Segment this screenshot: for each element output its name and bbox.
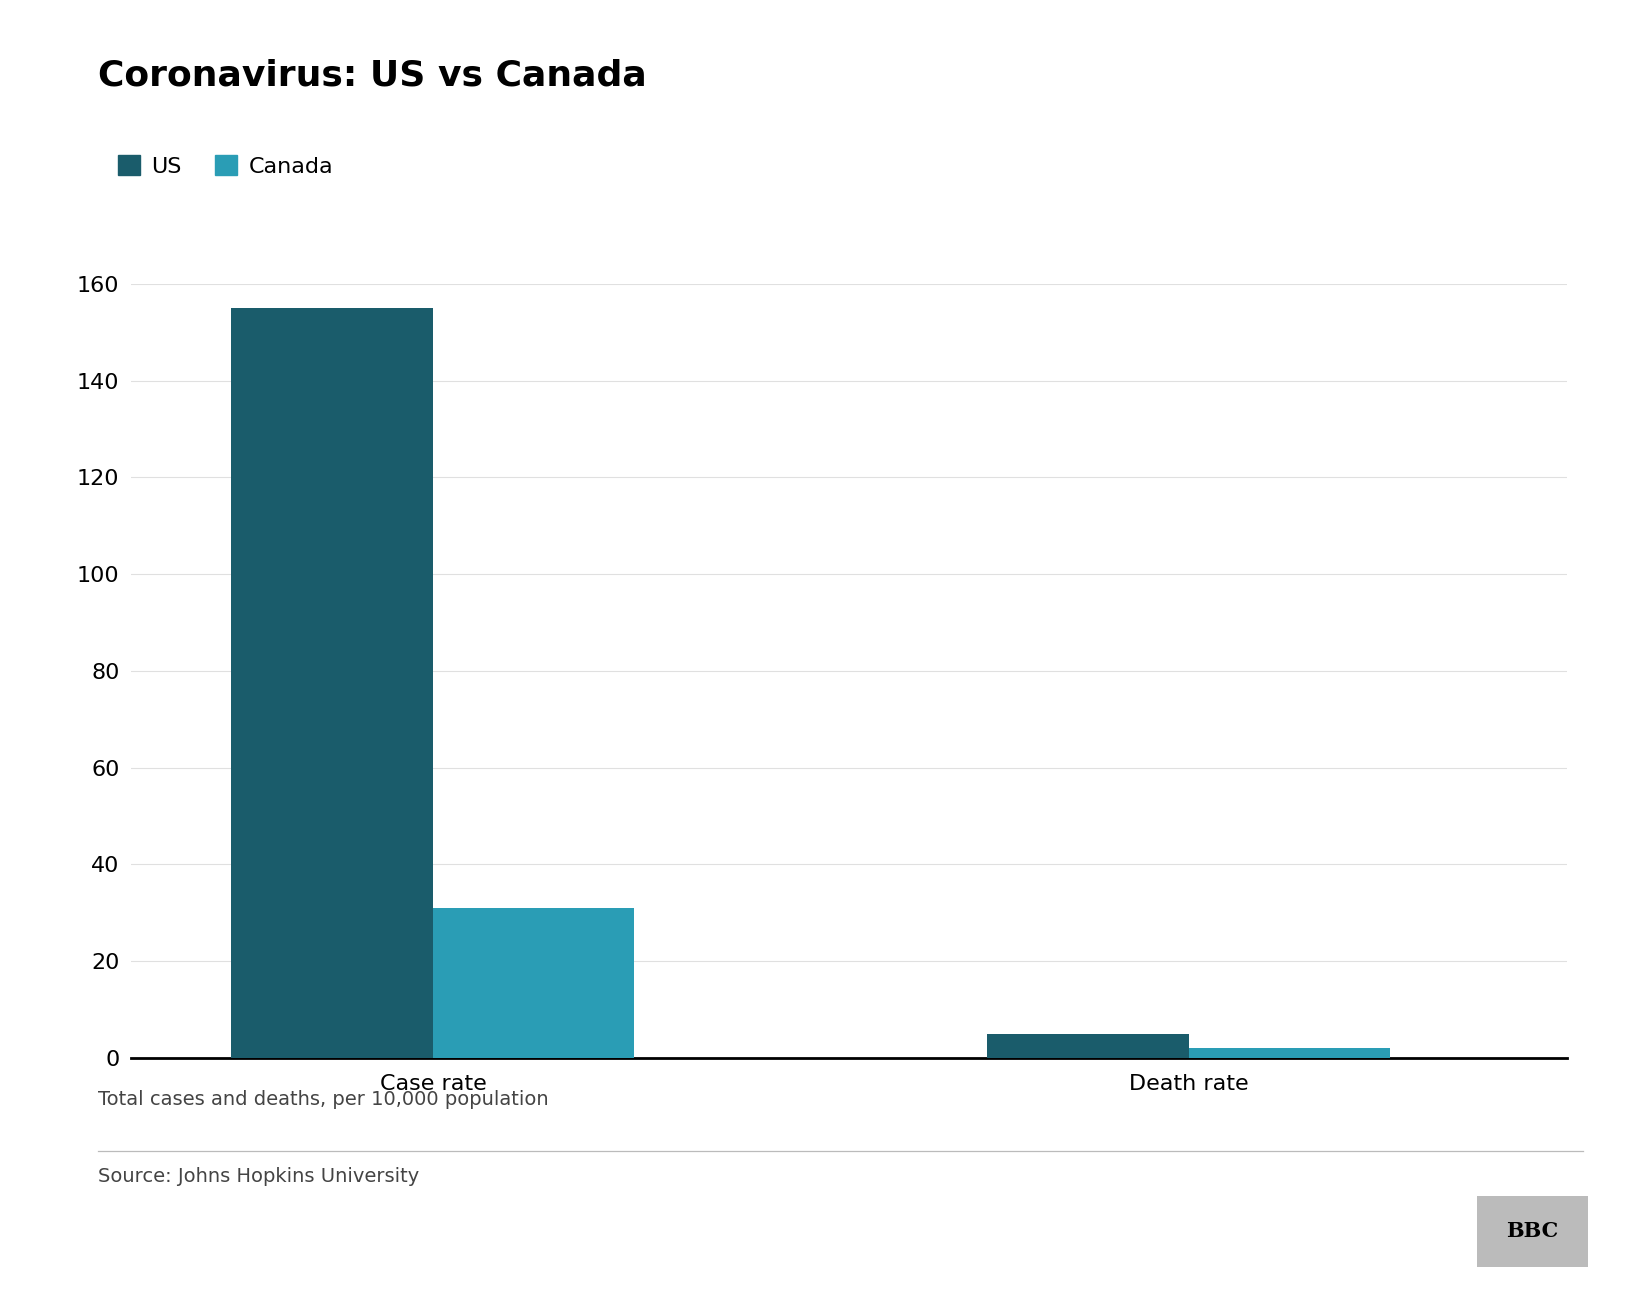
Bar — [987, 1033, 1188, 1058]
Text: Total cases and deaths, per 10,000 population: Total cases and deaths, per 10,000 popul… — [98, 1090, 548, 1109]
Bar — [1188, 1047, 1390, 1058]
Text: Coronavirus: US vs Canada: Coronavirus: US vs Canada — [98, 58, 646, 92]
Text: Source: Johns Hopkins University: Source: Johns Hopkins University — [98, 1167, 419, 1187]
Bar — [432, 908, 635, 1058]
Text: BBC: BBC — [1506, 1222, 1559, 1241]
Legend: US, Canada: US, Canada — [109, 147, 341, 186]
Bar — [232, 308, 432, 1058]
